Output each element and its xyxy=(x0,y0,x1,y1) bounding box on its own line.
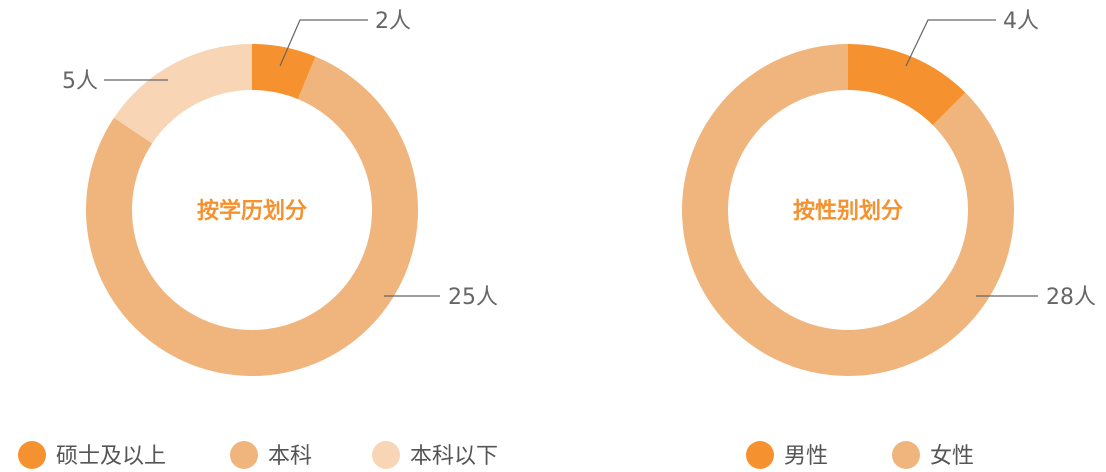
legend-marker xyxy=(372,441,400,469)
data-label: 28人 xyxy=(1046,285,1096,310)
legend-label: 男性 xyxy=(784,444,828,469)
data-label: 25人 xyxy=(448,285,498,310)
slice-本科以下 xyxy=(113,44,252,144)
legend-label: 女性 xyxy=(930,444,974,469)
legend-marker xyxy=(230,441,258,469)
legend-marker xyxy=(18,441,46,469)
data-label: 4人 xyxy=(1003,9,1039,34)
legend-label: 硕士及以上 xyxy=(56,444,166,469)
legend-label: 本科 xyxy=(268,444,312,469)
chart-center-title: 按学历划分 xyxy=(197,198,307,224)
legend-label: 本科以下 xyxy=(410,444,498,469)
leader-line xyxy=(279,19,368,67)
slice-硕士及以上 xyxy=(252,44,316,100)
data-label: 5人 xyxy=(62,69,98,94)
legend-marker xyxy=(746,441,774,469)
leader-line xyxy=(905,19,996,67)
slice-男性 xyxy=(848,44,966,126)
data-label: 2人 xyxy=(375,9,411,34)
chart-center-title: 按性别划分 xyxy=(793,198,903,224)
legend-marker xyxy=(892,441,920,469)
